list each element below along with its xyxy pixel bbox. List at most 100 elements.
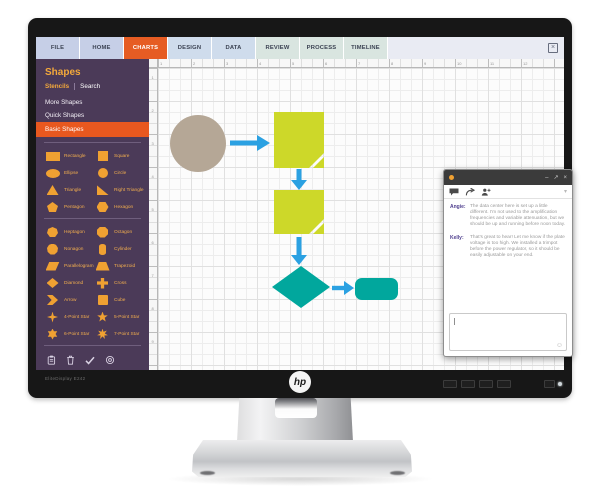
chat-message: Kelly: That's great to hear! Let me know… (450, 235, 566, 259)
ellipse-icon (45, 168, 60, 178)
shape-item-hexagon[interactable]: Hexagon (95, 201, 145, 213)
tab-data[interactable]: DATA (212, 37, 256, 59)
tab-process[interactable]: PROCESS (300, 37, 344, 59)
shape-item-square[interactable]: Square (95, 150, 145, 162)
tab-search[interactable]: Search (74, 83, 100, 90)
check-icon[interactable] (85, 356, 95, 365)
sidebar-item-quick-shapes[interactable]: Quick Shapes (45, 112, 85, 119)
flowchart-decision-diamond[interactable] (272, 266, 330, 308)
chat-message: Angie: The data center here is set up a … (450, 204, 566, 228)
shape-item-parallelogram[interactable]: Parallelogram (45, 260, 95, 272)
sidebar-item-basic-shapes[interactable]: Basic Shapes (36, 122, 149, 137)
flowchart-square-2-corner (313, 223, 324, 234)
shape-item-cylinder[interactable]: Cylinder (95, 243, 145, 255)
close-icon[interactable]: × (548, 43, 558, 53)
connector-arrow-right[interactable] (332, 281, 354, 295)
sidebar-footer (36, 351, 149, 365)
diamond-icon (46, 278, 59, 288)
star-6-icon (47, 328, 58, 340)
chat-window: – ↗ × ▾ Angie: The data center here is s… (443, 169, 573, 357)
flowchart-end-rounded-rect[interactable] (355, 278, 398, 300)
nonagon-icon (47, 243, 58, 255)
shape-label: Triangle (64, 187, 82, 193)
message-author: Kelly: (450, 235, 464, 241)
shape-item-5-point-star[interactable]: 5-Point Star (95, 311, 145, 323)
shape-label: Cube (114, 297, 126, 303)
circle-icon (97, 168, 108, 178)
shape-item-7-point-star[interactable]: 7-Point Star (95, 328, 145, 340)
connector-arrow-down[interactable] (291, 237, 307, 265)
tab-charts[interactable]: CHARTS (124, 37, 168, 59)
sidebar-tabs: Stencils Search (45, 83, 149, 90)
arrow-icon (47, 295, 58, 305)
chat-messages: Angie: The data center here is set up a … (444, 199, 572, 259)
connector-arrow-right[interactable] (230, 135, 270, 151)
add-person-icon[interactable] (481, 188, 491, 196)
power-led (558, 382, 562, 386)
shapes-sidebar: Shapes Stencils Search More Shapes Quick… (36, 59, 149, 370)
shape-item-circle[interactable]: Circle (95, 167, 145, 179)
tab-review[interactable]: REVIEW (256, 37, 300, 59)
shape-item-octagon[interactable]: Octagon (95, 226, 145, 238)
shape-item-right-triangle[interactable]: Right Triangle (95, 184, 145, 196)
flowchart-process-square-1[interactable] (274, 112, 324, 168)
tab-design[interactable]: DESIGN (168, 37, 212, 59)
shape-label: Diamond (64, 280, 84, 286)
shape-item-diamond[interactable]: Diamond (45, 277, 95, 289)
shape-label: Trapezoid (114, 263, 136, 269)
octagon-icon (97, 226, 108, 238)
shape-grid-extended: Heptagon Octagon Nonagon Cylinder Parall… (36, 224, 149, 340)
reply-icon[interactable] (465, 187, 475, 196)
message-author: Angie: (450, 204, 466, 210)
parallelogram-icon (45, 261, 60, 271)
divider (44, 218, 141, 219)
fingerprint-icon[interactable] (105, 355, 115, 365)
ruler-top: 1 2 3 4 5 6 7 8 9 10 11 12 (158, 59, 564, 68)
edit-note-icon[interactable] (47, 355, 56, 365)
message-text: That's great to hear! Let me know if the… (470, 235, 565, 258)
tab-timeline[interactable]: TIMELINE (344, 37, 388, 59)
shape-item-arrow[interactable]: Arrow (45, 294, 95, 306)
status-dot-icon (449, 175, 454, 180)
chat-title-bar[interactable]: – ↗ × (444, 170, 572, 185)
diagram-canvas[interactable] (158, 68, 564, 370)
shape-item-cross[interactable]: Cross (95, 277, 145, 289)
shape-label: Pentagon (64, 204, 85, 210)
divider (44, 142, 141, 143)
message-text: The data center here is set up a little … (470, 204, 566, 227)
shape-item-ellipse[interactable]: Ellipse (45, 167, 95, 179)
right-triangle-icon (96, 185, 109, 195)
shape-item-heptagon[interactable]: Heptagon (45, 226, 95, 238)
shape-item-4-point-star[interactable]: 4-Point Star (45, 311, 95, 323)
stand-foot-left (200, 471, 215, 475)
triangle-icon (46, 185, 59, 195)
shape-label: Cylinder (114, 246, 132, 252)
comment-icon[interactable] (449, 188, 459, 196)
chevron-down-icon[interactable]: ▾ (563, 188, 567, 195)
tab-stencils[interactable]: Stencils (45, 83, 70, 90)
shape-item-6-point-star[interactable]: 6-Point Star (45, 328, 95, 340)
shape-item-triangle[interactable]: Triangle (45, 184, 95, 196)
flowchart-start-circle[interactable] (170, 115, 226, 172)
shape-grid-basic: Rectangle Square Ellipse Circle Triangle… (36, 148, 149, 213)
minimize-icon[interactable]: – (545, 174, 549, 181)
close-icon[interactable]: × (563, 174, 567, 181)
cube-icon (97, 295, 108, 305)
shape-item-trapezoid[interactable]: Trapezoid (95, 260, 145, 272)
tab-file[interactable]: FILE (36, 37, 80, 59)
chat-input[interactable]: ☺ (449, 313, 567, 351)
shape-item-rectangle[interactable]: Rectangle (45, 150, 95, 162)
tab-home[interactable]: HOME (80, 37, 124, 59)
monitor-button-2 (461, 380, 475, 388)
connector-arrow-down[interactable] (291, 169, 307, 190)
shape-item-nonagon[interactable]: Nonagon (45, 243, 95, 255)
ribbon-tab-bar: FILE HOME CHARTS DESIGN DATA REVIEW PROC… (36, 37, 564, 59)
flowchart-process-square-2[interactable] (274, 190, 324, 234)
emoji-icon[interactable]: ☺ (555, 342, 563, 349)
popout-icon[interactable]: ↗ (553, 174, 559, 181)
shape-item-pentagon[interactable]: Pentagon (45, 201, 95, 213)
clipboard-icon[interactable] (66, 355, 75, 365)
sidebar-item-more-shapes[interactable]: More Shapes (45, 99, 83, 106)
shape-item-cube[interactable]: Cube (95, 294, 145, 306)
monitor-button-3 (479, 380, 493, 388)
